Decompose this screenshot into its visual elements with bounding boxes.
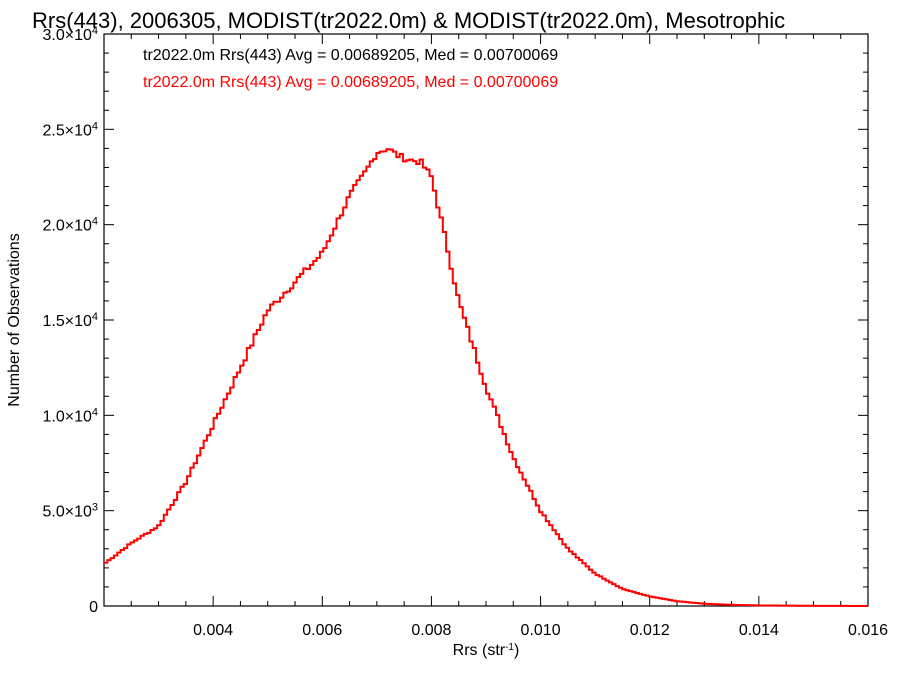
x-axis-label-end: ) [514,642,519,659]
x-axis-label-main: Rrs (str [453,642,506,659]
x-tick-label: 0.004 [193,622,233,639]
y-tick-exponent: 3 [92,502,98,514]
chart-title: Rrs(443), 2006305, MODIST(tr2022.0m) & M… [32,8,785,33]
x-axis-ticks: 0.004 0.006 0.008 0.010 0.012 0.014 0.016 [103,34,888,639]
x-tick-label: 0.010 [521,622,561,639]
y-tick-mantissa: 2.5×10 [42,122,91,139]
x-tick-label: 0.006 [302,622,342,639]
x-axis-label: Rrs (str-1) [453,642,520,660]
y-tick-mantissa: 0 [89,599,98,616]
x-tick-label: 0.012 [630,622,670,639]
legend-entry: tr2022.0m Rrs(443) Avg = 0.00689205, Med… [143,47,558,64]
y-tick-mantissa: 3.0×10 [42,27,91,44]
y-tick-exponent: 4 [92,216,98,228]
y-tick-exponent: 4 [92,25,98,37]
y-tick-label: 2.0×104 [42,216,98,235]
legend-entry: tr2022.0m Rrs(443) Avg = 0.00689205, Med… [143,74,558,91]
y-tick-exponent: 4 [92,311,98,323]
y-tick-mantissa: 5.0×10 [42,504,91,521]
x-tick-label: 0.014 [739,622,779,639]
y-tick-exponent: 4 [92,406,98,418]
y-tick-label: 5.0×103 [42,502,98,521]
y-tick-label: 0 [89,599,98,616]
y-tick-label: 1.5×104 [42,311,98,330]
y-tick-label: 1.0×104 [42,406,98,425]
y-tick-exponent: 4 [92,120,98,132]
y-axis-label: Number of Observations [6,233,23,406]
x-tick-label: 0.016 [848,622,888,639]
y-tick-mantissa: 1.5×10 [42,313,91,330]
y-tick-mantissa: 1.0×10 [42,408,91,425]
y-axis-ticks: 05.0×1031.0×1041.5×1042.0×1042.5×1043.0×… [42,25,868,616]
y-tick-label: 2.5×104 [42,120,98,139]
y-tick-mantissa: 2.0×10 [42,218,91,235]
x-tick-label: 0.008 [411,622,451,639]
histogram-series-line [104,148,868,607]
y-tick-label: 3.0×104 [42,25,98,44]
plot-frame [103,33,869,607]
x-axis-label-sup: -1 [505,642,514,653]
legend: tr2022.0m Rrs(443) Avg = 0.00689205, Med… [143,47,558,91]
series-group [104,148,868,607]
